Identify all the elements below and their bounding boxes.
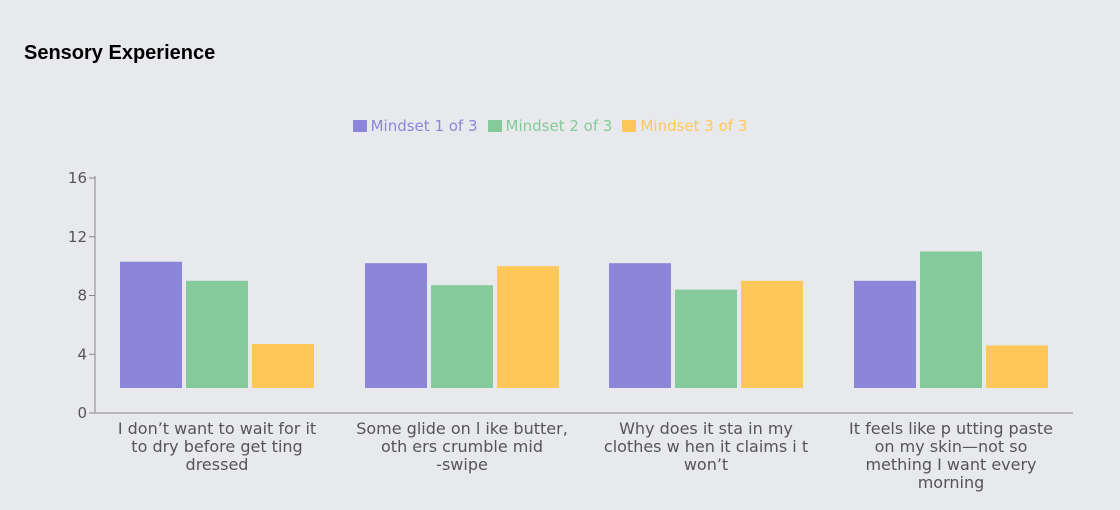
x-category-label-4-line-4: morning <box>918 473 985 492</box>
x-category-label-3-line-3: won’t <box>684 455 728 474</box>
x-category-label-2-line-2: oth ers crumble mid <box>381 437 543 456</box>
y-tick-label-8: 8 <box>77 287 87 305</box>
x-category-label-4-line-3: mething I want every <box>865 455 1036 474</box>
bar-s1-c4 <box>854 281 916 388</box>
bar-s2-c2 <box>431 285 493 388</box>
x-category-label-3-line-2: clothes w hen it claims i t <box>604 437 808 456</box>
bar-s1-c1 <box>120 262 182 388</box>
x-category-label-1-line-2: to dry before get ting <box>131 437 302 456</box>
x-category-label-1-line-3: dressed <box>186 455 249 474</box>
x-category-label-2-line-3: -swipe <box>436 455 488 474</box>
bar-s1-c2 <box>365 263 427 388</box>
bar-s2-c3 <box>675 290 737 388</box>
bar-s1-c3 <box>609 263 671 388</box>
x-category-label-4-line-2: on my skin—not so <box>875 437 1028 456</box>
y-tick-label-0: 0 <box>77 404 87 422</box>
bar-s3-c2 <box>497 266 559 388</box>
bar-s3-c3 <box>741 281 803 388</box>
bar-s3-c1 <box>252 344 314 388</box>
bar-s2-c1 <box>186 281 248 388</box>
x-category-label-1-line-1: I don’t want to wait for it <box>118 419 316 438</box>
x-category-label-3-line-1: Why does it sta in my <box>619 419 793 438</box>
y-tick-label-16: 16 <box>68 169 87 187</box>
y-tick-label-12: 12 <box>68 228 87 246</box>
bar-s2-c4 <box>920 251 982 388</box>
bar-s3-c4 <box>986 345 1048 388</box>
x-category-label-2-line-1: Some glide on l ike butter, <box>356 419 568 438</box>
x-category-label-4-line-1: It feels like p utting paste <box>849 419 1053 438</box>
y-tick-label-4: 4 <box>77 345 87 363</box>
